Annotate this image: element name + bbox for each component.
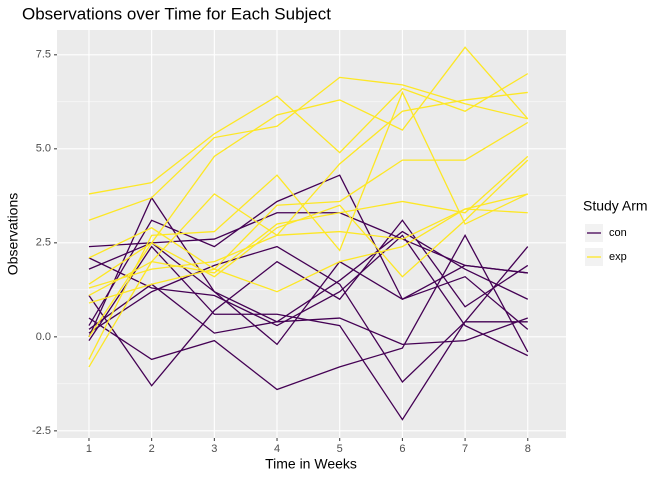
series-line xyxy=(88,230,529,334)
series-line xyxy=(88,245,529,383)
series-line xyxy=(88,245,528,421)
legend-label: exp xyxy=(609,251,627,263)
x-tick-label: 2 xyxy=(149,443,155,455)
y-tick-label: 0.0 xyxy=(36,331,51,343)
x-tick-label: 6 xyxy=(399,443,405,455)
y-tick-label: 2.5 xyxy=(36,237,51,249)
series-line xyxy=(88,219,529,387)
series-line xyxy=(88,73,529,195)
series-line xyxy=(88,155,529,368)
x-tick-label: 5 xyxy=(337,443,343,455)
y-tick-label: -2.5 xyxy=(32,425,51,437)
x-tick-label: 7 xyxy=(462,443,468,455)
series-line xyxy=(88,121,529,304)
x-tick-label: 4 xyxy=(274,443,280,455)
series-line xyxy=(88,76,528,221)
x-axis-title: Time in Weeks xyxy=(265,456,357,472)
y-axis-title: Observations xyxy=(5,193,21,275)
series-line xyxy=(88,46,529,285)
x-tick-label: 1 xyxy=(86,443,92,455)
series-line xyxy=(88,196,528,346)
legend-label: con xyxy=(609,227,627,239)
chart-title: Observations over Time for Each Subject xyxy=(22,4,331,23)
series-line xyxy=(88,159,529,338)
y-tick-label: 7.5 xyxy=(36,49,51,61)
series-line xyxy=(88,208,528,289)
x-tick-label: 8 xyxy=(525,443,531,455)
series-line xyxy=(88,174,529,330)
series-line xyxy=(88,91,528,297)
series-line xyxy=(88,193,528,293)
x-tick-label: 3 xyxy=(211,443,217,455)
y-tick-label: 5.0 xyxy=(36,143,51,155)
legend-title: Study Arm xyxy=(583,198,648,214)
series-line xyxy=(88,234,529,357)
series-line xyxy=(88,233,529,391)
